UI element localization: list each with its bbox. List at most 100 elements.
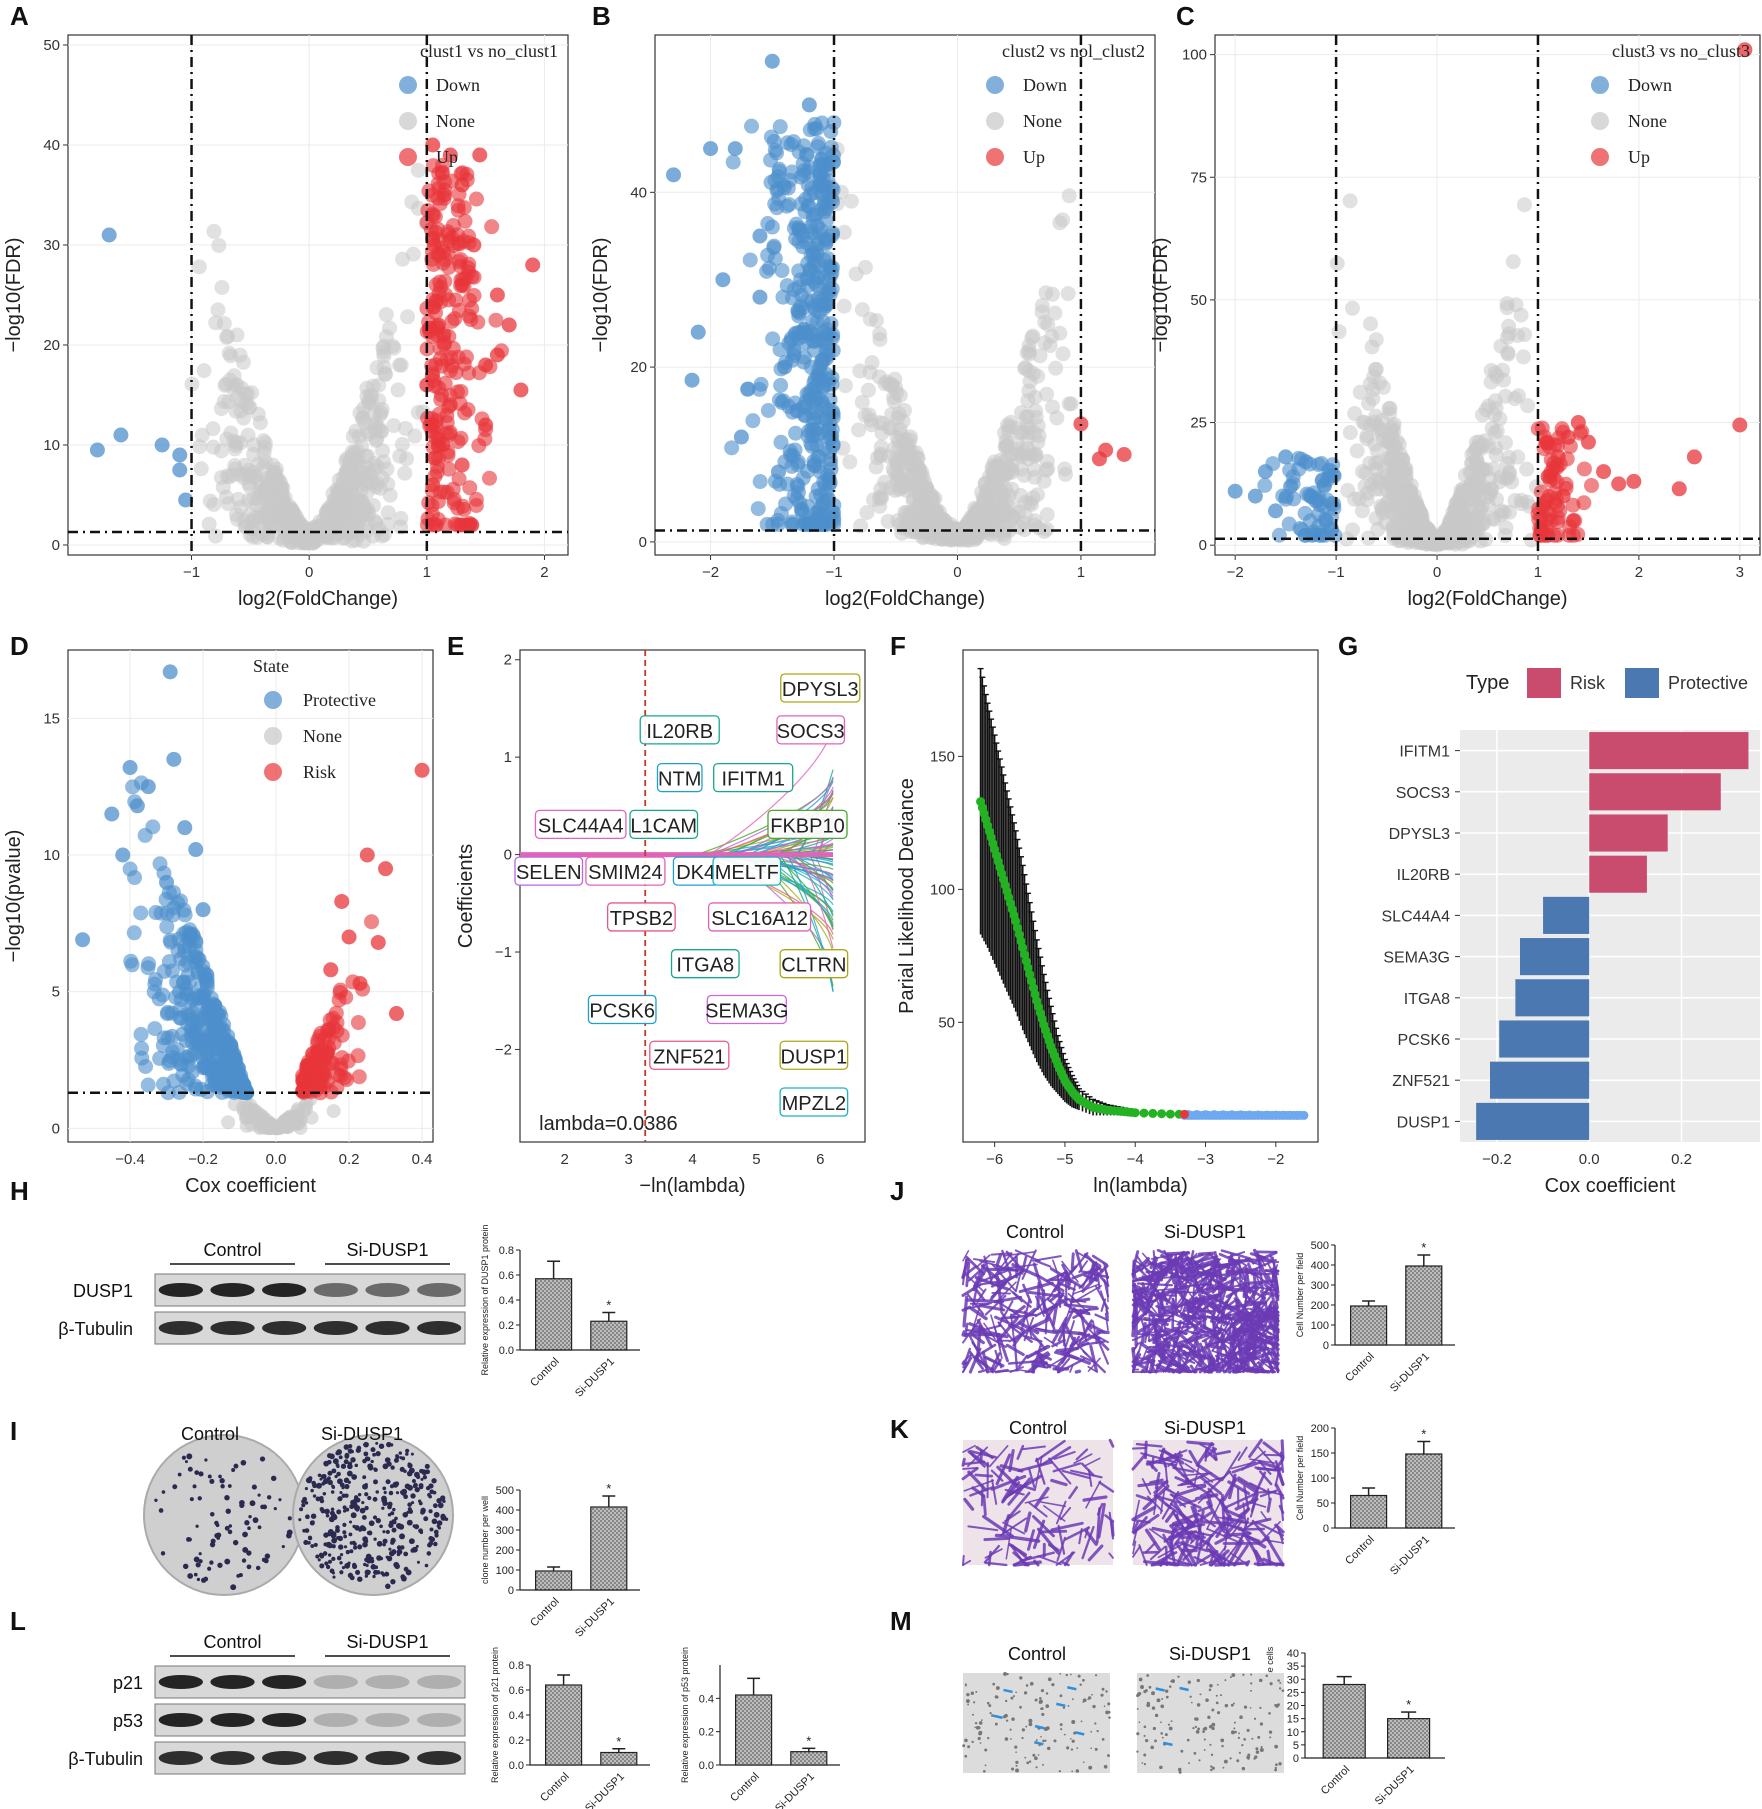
y-tick-label: 0.6 (499, 1270, 514, 1282)
colony-dot (344, 1493, 349, 1498)
colony-dot (396, 1522, 402, 1529)
colony-dot (401, 1488, 408, 1495)
colony-dot (311, 1520, 315, 1524)
up-point (463, 312, 479, 328)
none-point (369, 360, 385, 376)
up-point (481, 470, 497, 486)
colony-dot (184, 1460, 188, 1464)
y-tick-label: 15 (1287, 1714, 1299, 1726)
plot-area (67, 34, 569, 556)
bar-sema3g (1520, 938, 1590, 976)
up-points (419, 137, 541, 533)
panel-label-c: C (1176, 1, 1195, 31)
y-tick-label: 50 (938, 1014, 955, 1031)
none-point (1487, 365, 1503, 381)
colony-dot (182, 1563, 189, 1570)
none-point (233, 499, 249, 515)
colony-dot (189, 1497, 194, 1502)
down-point (802, 187, 818, 203)
colony-dot (373, 1537, 377, 1541)
colony-dot (391, 1527, 397, 1533)
protective-point (218, 1052, 234, 1068)
x-tick-label: 1 (1077, 564, 1085, 581)
legend-title: clust3 vs no_clust3 (1612, 41, 1750, 61)
colony-dot (193, 1572, 198, 1577)
up-point (1091, 451, 1107, 467)
colony-dot (382, 1538, 388, 1544)
risk-point (312, 1085, 328, 1101)
none-point (1520, 398, 1536, 414)
none-point (261, 475, 277, 491)
protective-point (177, 820, 193, 836)
colony-dot (431, 1518, 438, 1525)
image-caption-control: Control (181, 1424, 239, 1444)
colony-dot (414, 1486, 420, 1493)
none-point (1362, 455, 1378, 471)
blot-band (158, 1320, 203, 1336)
none-point (246, 446, 262, 462)
none-point (873, 446, 889, 462)
none-point (354, 438, 370, 454)
colony-dot (344, 1562, 351, 1569)
colony-dot (331, 1468, 337, 1474)
down-point (690, 324, 706, 340)
blot-band (365, 1674, 410, 1690)
legend-label: Protective (303, 690, 376, 710)
blot-row-label: β-Tubulin (58, 1319, 133, 1339)
none-point (369, 431, 385, 447)
protective-point (115, 847, 131, 863)
down-point (824, 428, 840, 444)
none-point (893, 427, 909, 443)
y-tick-label: 100 (1311, 1320, 1329, 1332)
bar-control (1349, 1494, 1388, 1529)
none-point (319, 504, 335, 520)
colony-dot (398, 1451, 402, 1455)
x-tick-label: 4 (688, 1151, 696, 1168)
none-point (205, 439, 221, 455)
y-tick-label: 40 (1287, 1648, 1299, 1660)
gene-label: L1CAM (630, 815, 697, 837)
up-point (1565, 513, 1581, 529)
blot-band (313, 1674, 358, 1690)
none-point (851, 422, 867, 438)
colony-dot (158, 1508, 164, 1513)
gene-label-box (629, 809, 699, 840)
up-point (1737, 42, 1753, 58)
x-category-label: Si-DUSP1 (773, 1771, 817, 1809)
none-point (1339, 531, 1355, 547)
y-tick-label: 0 (1199, 537, 1207, 554)
blot-group-label: Si-DUSP1 (346, 1632, 428, 1652)
panel-label-h: H (10, 1176, 29, 1206)
none-point (1048, 360, 1064, 376)
protective-point (199, 1060, 215, 1076)
colony-dot (286, 1529, 293, 1536)
y-tick-label: 0.0 (699, 1760, 714, 1772)
up-points (1530, 42, 1753, 543)
colony-dot (342, 1522, 347, 1527)
colony-dot (400, 1574, 406, 1580)
colony-dot (341, 1486, 345, 1490)
protective-point (180, 968, 196, 984)
protective-point (122, 760, 138, 776)
protective-point (190, 1022, 206, 1038)
x-tick-label: −5 (1056, 1151, 1073, 1168)
none-point (1359, 492, 1375, 508)
none-point (1505, 254, 1521, 270)
gene-label: NTM (658, 769, 701, 791)
none-point (875, 415, 891, 431)
down-point (771, 392, 787, 408)
none-point (1344, 300, 1360, 316)
none-point (1017, 522, 1033, 538)
colony-dot (319, 1498, 325, 1504)
colony-dot (207, 1566, 212, 1571)
legend-title: Type (1466, 672, 1509, 694)
legend-label: Down (1628, 75, 1672, 95)
colony-dot (419, 1468, 424, 1474)
colony-dot (357, 1576, 363, 1582)
protective-point (188, 842, 204, 858)
down-point (791, 279, 807, 295)
colony-dot (325, 1564, 331, 1570)
